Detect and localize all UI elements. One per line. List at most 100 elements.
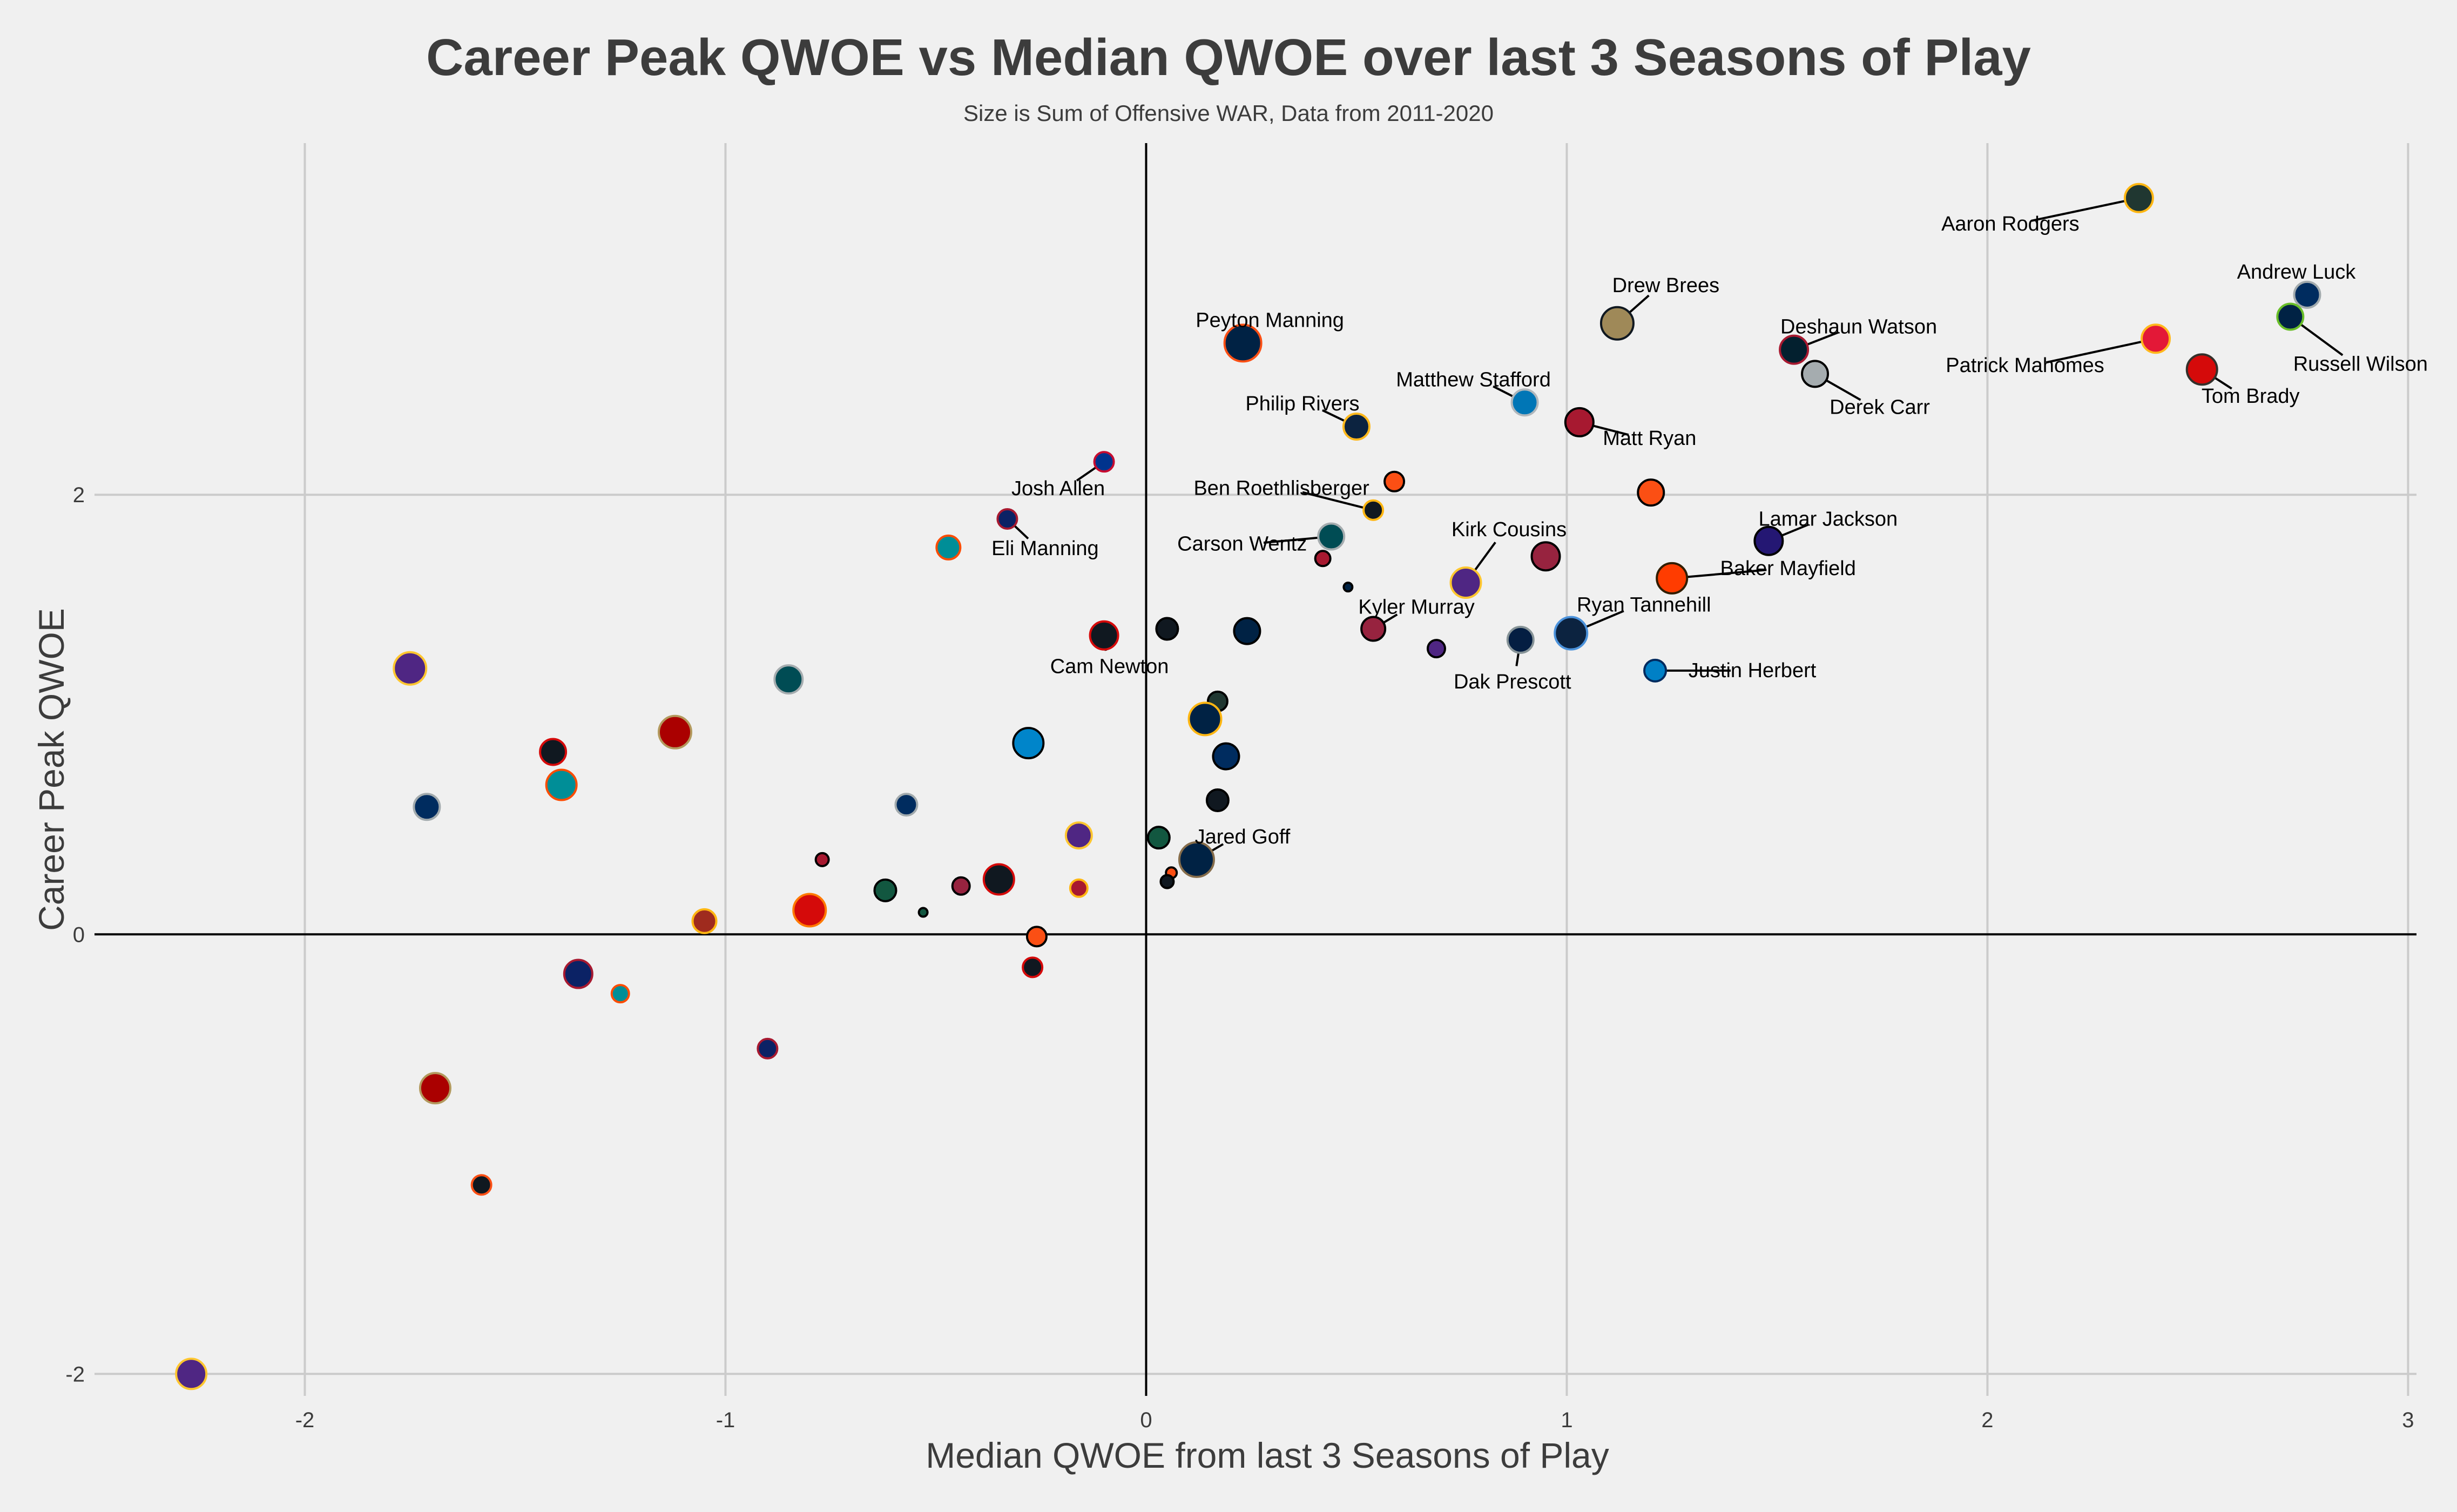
scatter-point	[610, 984, 630, 1004]
y-tick-label: 2	[73, 483, 85, 507]
scatter-point	[1093, 451, 1115, 473]
chart-title: Career Peak QWOE vs Median QWOE over las…	[426, 29, 2031, 86]
scatter-point	[757, 1037, 779, 1059]
x-axis-title: Median QWOE from last 3 Seasons of Play	[926, 1435, 1609, 1475]
scatter-point	[814, 852, 830, 867]
scatter-point	[1643, 658, 1668, 683]
scatter-point	[1360, 616, 1387, 642]
point-label: Lamar Jackson	[1759, 508, 1898, 531]
point-label: Baker Mayfield	[1720, 557, 1856, 580]
scatter-point	[951, 876, 971, 896]
point-label: Derek Carr	[1830, 396, 1930, 418]
scatter-point	[2293, 280, 2321, 309]
scatter-point	[1599, 306, 1635, 341]
scatter-point	[1178, 841, 1215, 878]
scatter-point	[1159, 874, 1175, 889]
scatter-point	[1449, 566, 1482, 599]
scatter-point	[658, 714, 692, 750]
scatter-point	[1426, 639, 1446, 659]
scatter-point	[1801, 360, 1830, 388]
scatter-point	[393, 651, 428, 686]
x-tick-label: -2	[295, 1408, 315, 1432]
zero-axes	[94, 143, 2416, 1396]
scatter-point	[792, 893, 827, 928]
scatter-point	[982, 863, 1015, 896]
scatter-point	[996, 508, 1018, 530]
point-label: Dak Prescott	[1454, 671, 1571, 693]
scatter-point	[894, 793, 919, 817]
point-label: Cam Newton	[1050, 656, 1169, 678]
scatter-point	[175, 1358, 208, 1390]
scatter-point	[1779, 334, 1810, 365]
point-label: Ben Roethlisberger	[1193, 477, 1369, 500]
data-points	[175, 183, 2321, 1390]
y-axis-title: Career Peak QWOE	[31, 608, 71, 931]
scatter-point	[1342, 582, 1354, 593]
point-labels: Aaron Rodgers Andrew Luck Russell Wilson Pa…	[991, 213, 2428, 848]
scatter-point	[935, 534, 962, 561]
scatter-point	[1212, 742, 1240, 771]
point-label: Carson Wentz	[1177, 533, 1307, 556]
chart-subtitle: Size is Sum of Offensive WAR, Data from …	[963, 100, 1494, 126]
scatter-point	[2123, 183, 2154, 213]
x-tick-label: 2	[1981, 1408, 1993, 1432]
scatter-point	[1753, 525, 1784, 556]
scatter-point	[1314, 550, 1332, 568]
point-label: Philip Rivers	[1245, 393, 1359, 415]
scatter-point	[2276, 302, 2305, 331]
scatter-point	[418, 1072, 451, 1105]
scatter-point	[1317, 522, 1346, 551]
point-label: Matt Ryan	[1603, 427, 1696, 450]
label-leader-line	[1302, 491, 1374, 511]
x-tick-label: 1	[1561, 1408, 1572, 1432]
point-label: Kirk Cousins	[1452, 518, 1567, 541]
scatter-point	[1223, 323, 1263, 363]
scatter-point	[1022, 956, 1044, 978]
scatter-point	[1155, 617, 1179, 641]
x-tick-label: 3	[2402, 1408, 2414, 1432]
scatter-point	[873, 878, 897, 902]
point-label: Tom Brady	[2202, 385, 2300, 408]
scatter-point	[691, 908, 718, 934]
tick-labels: -2 -1 0 1 2 3 -2 0 2	[65, 483, 2414, 1432]
leader-lines	[1007, 197, 2344, 861]
scatter-point	[2141, 323, 2171, 354]
x-tick-label: 0	[1140, 1408, 1152, 1432]
scatter-point	[1089, 620, 1119, 651]
scatter-point	[470, 1174, 492, 1196]
y-tick-label: -2	[65, 1362, 85, 1386]
scatter-point	[1506, 625, 1535, 654]
label-leader-line	[2046, 338, 2156, 364]
scatter-point	[1012, 727, 1045, 760]
scatter-point	[1554, 616, 1589, 651]
point-label: Jared Goff	[1195, 826, 1291, 848]
scatter-point	[1205, 788, 1230, 812]
point-label: Patrick Mahomes	[1946, 354, 2104, 377]
scatter-point	[1025, 926, 1048, 948]
scatter-point	[1064, 821, 1093, 850]
scatter-point	[773, 664, 804, 695]
x-tick-label: -1	[716, 1408, 735, 1432]
point-label: Andrew Luck	[2237, 261, 2357, 284]
point-label: Kyler Murray	[1358, 596, 1474, 619]
point-label: Drew Brees	[1612, 274, 1720, 297]
scatter-point	[1069, 878, 1089, 898]
scatter-point	[1362, 499, 1385, 521]
point-label: Josh Allen	[1011, 477, 1105, 500]
point-label: Ryan Tannehill	[1577, 594, 1711, 617]
scatter-point	[545, 768, 578, 801]
scatter-point	[2185, 353, 2218, 386]
scatter-point	[1342, 413, 1371, 441]
point-label: Aaron Rodgers	[1941, 213, 2080, 235]
point-label: Russell Wilson	[2293, 353, 2428, 376]
point-label: Justin Herbert	[1689, 659, 1817, 682]
scatter-point	[1146, 826, 1171, 850]
scatter-point	[1656, 562, 1689, 595]
point-label: Matthew Stafford	[1396, 368, 1551, 391]
point-label: Eli Manning	[991, 537, 1099, 560]
scatter-point	[563, 959, 593, 989]
scatter-point	[1510, 388, 1539, 417]
label-leader-line	[2031, 197, 2139, 222]
